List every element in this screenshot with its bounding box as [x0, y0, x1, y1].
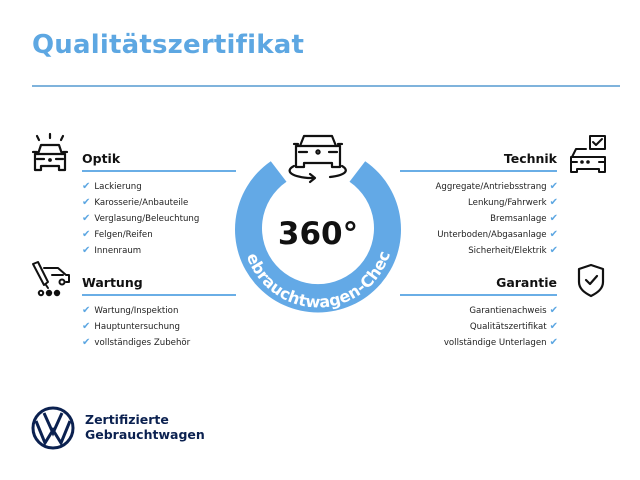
check-icon: ✔	[82, 229, 91, 240]
list-item: vollständige Unterlagen ✔	[443, 337, 558, 348]
check-icon: ✔	[549, 321, 558, 332]
check-icon: ✔	[549, 229, 558, 240]
check-icon: ✔	[549, 197, 558, 208]
check-icon: ✔	[82, 181, 91, 192]
section-heading-wartung: Wartung	[82, 275, 143, 290]
degrees-label: 360°	[278, 216, 358, 252]
360-check-badge: Gebrauchtwagen-Check 360°	[218, 124, 401, 313]
list-item: ✔ Verglasung/Beleuchtung	[82, 213, 200, 224]
list-item: Sicherheit/Elektrik ✔	[468, 245, 558, 256]
check-icon: ✔	[549, 245, 558, 256]
check-icon: ✔	[549, 213, 558, 224]
list-item: ✔ vollständiges Zubehör	[82, 337, 191, 348]
check-icon: ✔	[82, 245, 91, 256]
check-icon: ✔	[82, 197, 91, 208]
footer-line-2: Gebrauchtwagen	[85, 427, 205, 442]
check-icon: ✔	[82, 321, 91, 332]
garantie-list: Garantienachweis ✔ Qualitätszertifikat ✔ v…	[444, 303, 558, 351]
list-item: Qualitätszertifikat ✔	[469, 321, 558, 332]
technik-list: Aggregate/Antriebsstrang ✔ Lenkung/Fahrwe…	[436, 179, 558, 259]
list-item: Aggregate/Antriebsstrang ✔	[435, 181, 558, 192]
footer-brand-text: Zertifizierte Gebrauchtwagen	[85, 412, 205, 442]
list-item: ✔ Innenraum	[82, 245, 142, 256]
optik-list: ✔ Lackierung ✔ Karosserie/Anbauteile ✔ Verg…	[82, 179, 199, 259]
page-title: Qualitätszertifikat	[32, 30, 305, 60]
list-item: Garantienachweis ✔	[469, 305, 558, 316]
check-icon: ✔	[549, 181, 558, 192]
technik-divider	[400, 170, 557, 172]
list-item: Bremsanlage ✔	[490, 213, 558, 224]
list-item: Unterboden/Abgasanlage ✔	[437, 229, 558, 240]
list-item: ✔ Felgen/Reifen	[82, 229, 153, 240]
list-item: Lenkung/Fahrwerk ✔	[468, 197, 558, 208]
optik-divider	[82, 170, 236, 172]
check-icon: ✔	[549, 305, 558, 316]
car-light-icon	[31, 132, 69, 172]
wartung-list: ✔ Wartung/Inspektion ✔ Hauptuntersuchung ✔…	[82, 303, 190, 351]
check-icon: ✔	[82, 305, 91, 316]
check-icon: ✔	[82, 337, 91, 348]
wartung-divider	[82, 294, 236, 296]
list-item: ✔ Karosserie/Anbauteile	[82, 197, 189, 208]
section-heading-garantie: Garantie	[496, 275, 557, 290]
section-heading-optik: Optik	[82, 151, 121, 166]
service-tools-icon	[32, 261, 70, 297]
shield-check-icon	[577, 263, 605, 298]
ring-arc	[235, 161, 401, 313]
car-checklist-icon	[570, 135, 606, 173]
title-divider	[32, 85, 620, 87]
check-icon: ✔	[549, 337, 558, 348]
list-item: ✔ Hauptuntersuchung	[82, 321, 180, 332]
check-icon: ✔	[82, 213, 91, 224]
vw-logo	[31, 406, 75, 450]
section-heading-technik: Technik	[503, 151, 557, 166]
footer-line-1: Zertifizierte	[85, 412, 169, 427]
list-item: ✔ Lackierung	[82, 181, 142, 192]
car-rotate-icon	[288, 134, 347, 184]
garantie-divider	[400, 294, 557, 296]
list-item: ✔ Wartung/Inspektion	[82, 305, 179, 316]
